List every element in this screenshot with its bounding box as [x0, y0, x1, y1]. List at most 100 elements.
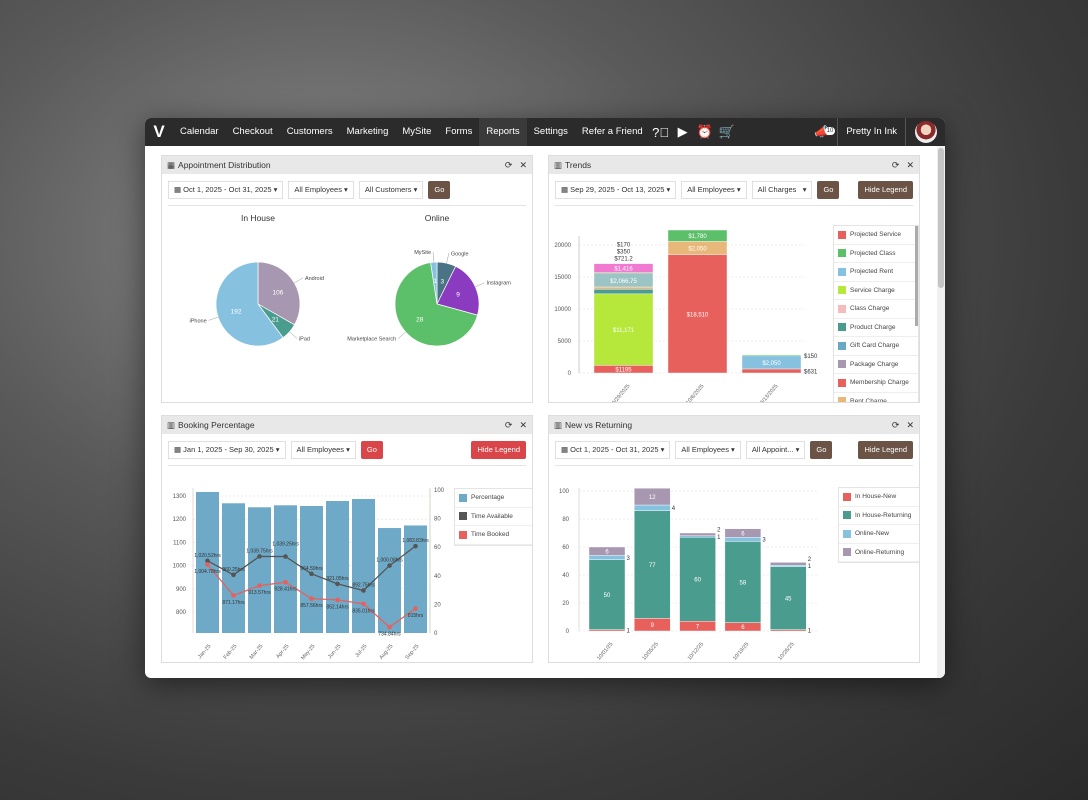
slice-leader — [432, 252, 435, 263]
y-right-tick-label: 0 — [434, 631, 438, 637]
employees-select[interactable]: All Employees ▾ — [288, 181, 354, 199]
panel-title: New vs Returning — [565, 420, 633, 430]
nav-item-reports[interactable]: Reports — [479, 118, 527, 146]
legend-scrollbar[interactable] — [915, 226, 918, 326]
close-icon[interactable]: ✕ — [906, 159, 914, 170]
date-range-select[interactable]: ▦ Sep 29, 2025 - Oct 13, 2025 ▾ — [555, 181, 677, 199]
pie-title: Online — [425, 213, 450, 223]
legend-item[interactable]: Online-Returning — [839, 544, 919, 562]
legend-item[interactable]: Projected Class — [834, 245, 918, 263]
close-icon[interactable]: ✕ — [906, 419, 914, 430]
refresh-icon[interactable]: ⟳ — [891, 159, 900, 170]
logo[interactable]: V — [153, 122, 165, 141]
line-point — [335, 581, 340, 587]
bar-segment — [588, 559, 626, 630]
avatar[interactable] — [905, 118, 945, 146]
go-button[interactable]: Go — [428, 181, 451, 199]
data-label: $1,780 — [688, 234, 707, 240]
x-tick-label: Feb-25 — [223, 643, 239, 660]
legend-item[interactable]: Time Available — [455, 508, 532, 526]
legend-item[interactable]: Time Booked — [455, 526, 532, 545]
x-tick-label: 10/01/25 — [596, 641, 614, 661]
legend-item[interactable]: Rent Charge — [834, 393, 918, 402]
refresh-icon[interactable]: ⟳ — [504, 159, 513, 170]
bar-segment — [741, 354, 802, 357]
legend-swatch — [838, 286, 846, 295]
legend-label: Time Booked — [471, 531, 510, 539]
close-icon[interactable]: ✕ — [519, 419, 527, 430]
account-name[interactable]: Pretty In Ink — [837, 118, 905, 146]
nav-item-checkout[interactable]: Checkout — [232, 126, 273, 137]
x-tick-label: 9/29/2025 — [611, 383, 631, 403]
nav-item-mysite[interactable]: MySite — [402, 126, 432, 137]
cart-icon[interactable]: 🛒 — [718, 124, 735, 139]
x-tick-label: Jul-25 — [354, 643, 368, 658]
employees-select[interactable]: All Employees ▾ — [681, 181, 747, 199]
booking-percentage-panel: ▥ Booking Percentage ⟳ ✕ ▦ Jan 1, 2025 - Se… — [161, 415, 533, 663]
data-label: 1,000.08hrs — [376, 558, 403, 564]
alarm-icon[interactable]: ⏰ — [696, 124, 713, 139]
employees-select[interactable]: All Employees ▾ — [675, 441, 741, 459]
date-range-select[interactable]: ▦ Jan 1, 2025 - Sep 30, 2025 ▾ — [168, 441, 286, 459]
nav-item-refer-a-friend[interactable]: Refer a Friend — [581, 126, 643, 137]
legend-item[interactable]: Percentage — [455, 489, 532, 508]
y-tick-label: 80 — [562, 517, 569, 523]
nav-item-forms[interactable]: Forms — [445, 126, 473, 137]
nav-item-calendar[interactable]: Calendar — [180, 126, 219, 137]
nav-item-marketing[interactable]: Marketing — [346, 126, 389, 137]
date-range-select[interactable]: ▦ Oct 1, 2025 - Oct 31, 2025 ▾ — [555, 441, 671, 459]
data-label: $2,050 — [688, 246, 707, 252]
y-right-tick-label: 40 — [434, 574, 441, 580]
data-label: 7 — [696, 624, 700, 630]
refresh-icon[interactable]: ⟳ — [891, 419, 900, 430]
legend-item[interactable]: Package Charge — [834, 356, 918, 374]
y-tick-label: 800 — [176, 610, 187, 616]
legend-item[interactable]: Membership Charge — [834, 374, 918, 393]
close-icon[interactable]: ✕ — [519, 159, 527, 170]
pie-title: In House — [241, 213, 275, 223]
play-icon[interactable]: ▶ — [677, 124, 688, 139]
pie-slice — [436, 265, 480, 316]
data-label: 3 — [762, 538, 766, 544]
go-button[interactable]: Go — [810, 441, 833, 459]
go-button[interactable]: Go — [360, 441, 383, 459]
legend-item[interactable]: Product Charge — [834, 319, 918, 337]
bar — [352, 499, 375, 633]
y-tick-label: 20 — [562, 601, 569, 607]
legend-item[interactable]: In House-Returning — [839, 507, 919, 525]
nav-item-customers[interactable]: Customers — [286, 126, 333, 137]
legend-item[interactable]: Service Charge — [834, 282, 918, 300]
hide-legend-button[interactable]: Hide Legend — [858, 181, 913, 199]
help-icon[interactable]: ?⃝ — [652, 124, 670, 140]
slice-value: 28 — [416, 316, 424, 323]
data-label: 928.41hrs — [274, 587, 297, 593]
notifications-button[interactable]: 📣 10 — [807, 124, 837, 140]
data-label: 2 — [717, 528, 721, 534]
legend-item[interactable]: Class Charge — [834, 300, 918, 319]
page-scrollbar[interactable] — [937, 146, 945, 678]
customers-select[interactable]: All Customers ▾ — [358, 181, 424, 199]
data-label: 6 — [741, 531, 745, 537]
legend-label: Online-New — [855, 530, 889, 538]
bar-segment — [593, 263, 654, 273]
data-label: 1,020.52hrs — [194, 553, 221, 559]
legend-item[interactable]: Online-New — [839, 525, 919, 544]
refresh-icon[interactable]: ⟳ — [504, 419, 513, 430]
hide-legend-button[interactable]: Hide Legend — [858, 441, 913, 459]
nav-item-settings[interactable]: Settings — [533, 126, 568, 137]
employees-select[interactable]: All Employees ▾ — [290, 441, 356, 459]
y-tick-label: 1100 — [173, 540, 187, 546]
date-range-select[interactable]: ▦ Oct 1, 2025 - Oct 31, 2025 ▾ — [168, 181, 284, 199]
charges-select[interactable]: All Charges ▾ — [751, 181, 813, 199]
legend-item[interactable]: In House-New — [839, 488, 919, 507]
appointments-select[interactable]: All Appoint... ▾ — [745, 441, 806, 459]
bar-segment — [769, 564, 807, 567]
bar-segment — [667, 229, 728, 242]
go-button[interactable]: Go — [817, 181, 840, 199]
legend-swatch — [843, 492, 851, 501]
hide-legend-button[interactable]: Hide Legend — [471, 441, 526, 459]
legend-item[interactable]: Gift Card Charge — [834, 337, 918, 356]
legend-item[interactable]: Projected Service — [834, 226, 918, 245]
legend-item[interactable]: Projected Rent — [834, 263, 918, 282]
slice-leader — [398, 331, 406, 339]
